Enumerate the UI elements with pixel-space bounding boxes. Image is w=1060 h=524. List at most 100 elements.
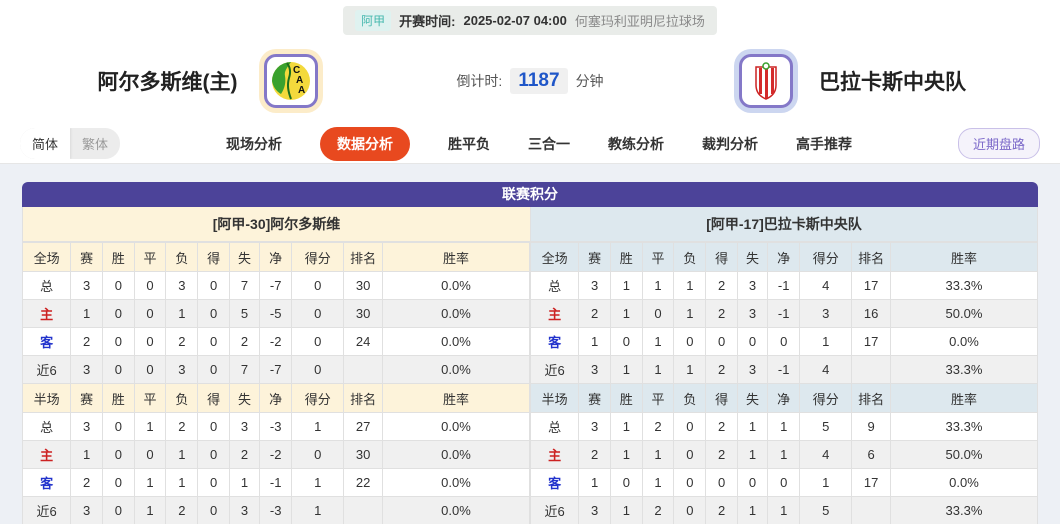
table-row: 主 2 1 1 0 2 1 1 4 6 50.0% bbox=[529, 440, 1039, 469]
table-cell: 0 bbox=[673, 327, 707, 356]
table-cell: 4 bbox=[799, 271, 853, 300]
away-table-header: [阿甲-17]巴拉卡斯中央队 bbox=[530, 207, 1038, 242]
column-header: 胜 bbox=[102, 383, 135, 413]
league-tag[interactable]: 阿甲 bbox=[355, 10, 392, 31]
table-cell: 33.3% bbox=[889, 271, 1039, 300]
table-row: 近6 3 1 1 1 2 3 -1 4 33.3% bbox=[529, 355, 1039, 384]
table-cell: 1 bbox=[736, 496, 769, 524]
countdown-unit: 分钟 bbox=[575, 73, 604, 89]
table-cell: 3 bbox=[578, 355, 612, 384]
nav-tab[interactable]: 胜平负 bbox=[448, 135, 490, 152]
table-cell: 50.0% bbox=[889, 299, 1039, 328]
table-row: 近6 3 1 2 0 2 1 1 5 33.3% bbox=[529, 496, 1039, 524]
table-cell: 0 bbox=[610, 327, 643, 356]
table-cell: 2 bbox=[165, 327, 199, 356]
row-label: 客 bbox=[21, 327, 72, 356]
table-cell: 1 bbox=[610, 496, 643, 524]
table-cell: 1 bbox=[165, 468, 199, 497]
table-cell: 1 bbox=[641, 327, 675, 356]
column-header: 得 bbox=[197, 383, 230, 413]
column-header: 净 bbox=[767, 242, 801, 272]
table-cell: 5 bbox=[228, 299, 261, 328]
table-cell: 1 bbox=[165, 299, 199, 328]
table-cell: 33.3% bbox=[889, 412, 1039, 441]
table-cell: 0 bbox=[197, 355, 230, 384]
table-cell: 1 bbox=[165, 440, 199, 469]
table-cell: 17 bbox=[851, 468, 891, 497]
column-header: 失 bbox=[228, 383, 261, 413]
home-team: 阿尔多斯维(主) C A A bbox=[0, 54, 415, 108]
nav-tab[interactable]: 三合一 bbox=[528, 135, 570, 152]
row-label: 主 bbox=[21, 299, 72, 328]
table-cell: 2 bbox=[228, 327, 261, 356]
countdown: 倒计时: 1187 分钟 bbox=[415, 68, 645, 94]
table-cell: 6 bbox=[851, 440, 891, 469]
nav-tab[interactable]: 裁判分析 bbox=[702, 135, 758, 152]
svg-text:A: A bbox=[298, 85, 305, 96]
row-label: 总 bbox=[529, 271, 580, 300]
table-cell: 0 bbox=[736, 327, 769, 356]
table-cell: 0 bbox=[767, 327, 801, 356]
row-label: 客 bbox=[529, 468, 580, 497]
home-table-header: [阿甲-30]阿尔多斯维 bbox=[22, 207, 530, 242]
table-cell: 0 bbox=[102, 468, 135, 497]
table-cell: 5 bbox=[799, 496, 853, 524]
table-cell: 2 bbox=[705, 355, 738, 384]
table-cell: 1 bbox=[736, 412, 769, 441]
table-cell: 1 bbox=[291, 496, 345, 524]
column-header: 平 bbox=[641, 242, 675, 272]
table-cell: -3 bbox=[259, 496, 293, 524]
table-cell: 0 bbox=[641, 299, 675, 328]
table-cell: 0 bbox=[610, 468, 643, 497]
table-cell: 0 bbox=[767, 468, 801, 497]
column-header: 平 bbox=[133, 383, 167, 413]
table-cell: 3 bbox=[165, 355, 199, 384]
table-cell bbox=[343, 355, 383, 384]
nav-tab[interactable]: 教练分析 bbox=[608, 135, 664, 152]
row-label: 客 bbox=[21, 468, 72, 497]
table-cell: 3 bbox=[228, 412, 261, 441]
recent-odds-button[interactable]: 近期盘路 bbox=[957, 128, 1040, 159]
column-header: 得 bbox=[705, 383, 738, 413]
lang-option[interactable]: 简体 bbox=[20, 128, 71, 159]
table-cell: 1 bbox=[799, 468, 853, 497]
table-cell: 0.0% bbox=[381, 496, 531, 524]
table-cell: 1 bbox=[641, 355, 675, 384]
column-header: 平 bbox=[641, 383, 675, 413]
table-cell: -1 bbox=[767, 299, 801, 328]
table-cell: 1 bbox=[767, 412, 801, 441]
column-header-row: 半场赛胜平负得失净得分 排名 胜率 bbox=[21, 383, 531, 413]
table-cell: 0.0% bbox=[381, 468, 531, 497]
team-header: 阿尔多斯维(主) C A A 倒计时: 1187 分钟 bbox=[0, 38, 1060, 124]
home-team-logo-icon: C A A bbox=[263, 54, 318, 108]
top-info-bar: 阿甲 开赛时间: 2025-02-07 04:00 何塞玛利亚明尼拉球场 bbox=[0, 0, 1060, 38]
column-header: 得分 bbox=[291, 383, 345, 413]
table-row: 近6 3 0 1 2 0 3 -3 1 0.0% bbox=[21, 496, 531, 524]
column-header: 负 bbox=[673, 242, 707, 272]
table-cell: 24 bbox=[343, 327, 383, 356]
away-team: 巴拉卡斯中央队 bbox=[645, 54, 1060, 108]
column-header: 全场 bbox=[529, 242, 580, 272]
table-cell: 1 bbox=[610, 440, 643, 469]
nav-tab[interactable]: 高手推荐 bbox=[796, 135, 852, 152]
row-label: 近6 bbox=[529, 496, 580, 524]
table-cell: 0.0% bbox=[381, 440, 531, 469]
table-cell: 3 bbox=[799, 299, 853, 328]
row-label: 总 bbox=[21, 271, 72, 300]
nav-tab[interactable]: 数据分析 bbox=[320, 126, 410, 161]
nav-tab[interactable]: 现场分析 bbox=[226, 135, 282, 152]
column-header: 胜率 bbox=[381, 242, 531, 272]
table-cell: 30 bbox=[343, 271, 383, 300]
table-row: 总 3 1 1 1 2 3 -1 4 17 33.3% bbox=[529, 271, 1039, 300]
table-cell bbox=[851, 355, 891, 384]
lang-option[interactable]: 繁体 bbox=[82, 137, 109, 152]
table-cell: 3 bbox=[70, 496, 104, 524]
table-cell: 1 bbox=[291, 412, 345, 441]
column-header: 净 bbox=[259, 383, 293, 413]
table-cell: 0 bbox=[291, 271, 345, 300]
table-cell: 0 bbox=[673, 412, 707, 441]
table-cell: 0 bbox=[133, 327, 167, 356]
table-cell: 0 bbox=[736, 468, 769, 497]
table-cell: 1 bbox=[641, 468, 675, 497]
